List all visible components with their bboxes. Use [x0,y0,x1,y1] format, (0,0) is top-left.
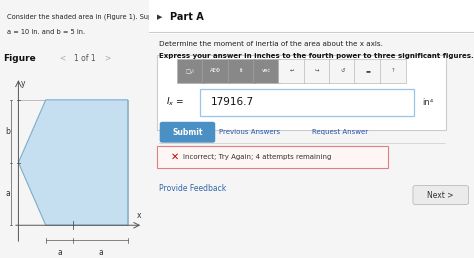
Text: vec: vec [262,68,271,74]
FancyBboxPatch shape [200,89,414,116]
Text: Request Answer: Request Answer [311,129,368,135]
FancyBboxPatch shape [157,146,388,168]
Text: Next >: Next > [427,191,454,199]
Text: ▶: ▶ [157,14,163,20]
FancyBboxPatch shape [149,0,474,34]
FancyBboxPatch shape [228,59,255,83]
FancyBboxPatch shape [160,122,215,143]
Text: Incorrect; Try Again; 4 attempts remaining: Incorrect; Try Again; 4 attempts remaini… [183,154,332,160]
Text: Express your answer in inches to the fourth power to three significant figures.: Express your answer in inches to the fou… [159,53,474,59]
Text: y: y [20,78,25,87]
Text: 1 of 1: 1 of 1 [74,54,96,62]
FancyBboxPatch shape [354,59,381,83]
Text: >: > [104,54,110,62]
Text: Part A: Part A [171,12,204,22]
FancyBboxPatch shape [253,59,280,83]
Text: <: < [60,54,66,62]
Text: a: a [98,248,103,257]
Text: a: a [6,189,10,198]
FancyBboxPatch shape [329,59,356,83]
Text: ✕: ✕ [171,152,179,162]
Text: Determine the moment of inertia of the area about the x axis.: Determine the moment of inertia of the a… [159,41,383,47]
FancyBboxPatch shape [413,186,468,205]
FancyBboxPatch shape [157,55,447,130]
Text: ▬: ▬ [365,68,370,74]
Text: Previous Answers: Previous Answers [219,129,280,135]
Text: ↺: ↺ [340,68,345,74]
Text: Consider the shaded area in (Figure 1). Suppose that: Consider the shaded area in (Figure 1). … [7,13,184,20]
Text: 17916.7: 17916.7 [211,98,254,107]
Text: x: x [137,211,141,220]
Text: in⁴: in⁴ [422,98,433,107]
Text: a: a [57,248,62,257]
Text: ?: ? [392,68,394,74]
Text: b: b [6,127,10,136]
Text: AEΦ: AEΦ [210,68,221,74]
FancyBboxPatch shape [177,59,204,83]
Text: Figure: Figure [3,54,36,62]
FancyBboxPatch shape [303,59,330,83]
Text: ↩: ↩ [290,68,294,74]
Text: it: it [239,68,243,74]
Text: ↪: ↪ [315,68,319,74]
Text: a = 10 in. and b = 5 in.: a = 10 in. and b = 5 in. [7,29,85,35]
Text: Provide Feedback: Provide Feedback [159,184,226,193]
Text: $I_x$ =: $I_x$ = [165,96,183,108]
FancyBboxPatch shape [278,59,305,83]
FancyBboxPatch shape [380,59,407,83]
FancyBboxPatch shape [202,59,229,83]
Text: Submit: Submit [173,128,203,136]
Polygon shape [18,100,128,225]
Text: □√ᵢ: □√ᵢ [186,68,195,74]
